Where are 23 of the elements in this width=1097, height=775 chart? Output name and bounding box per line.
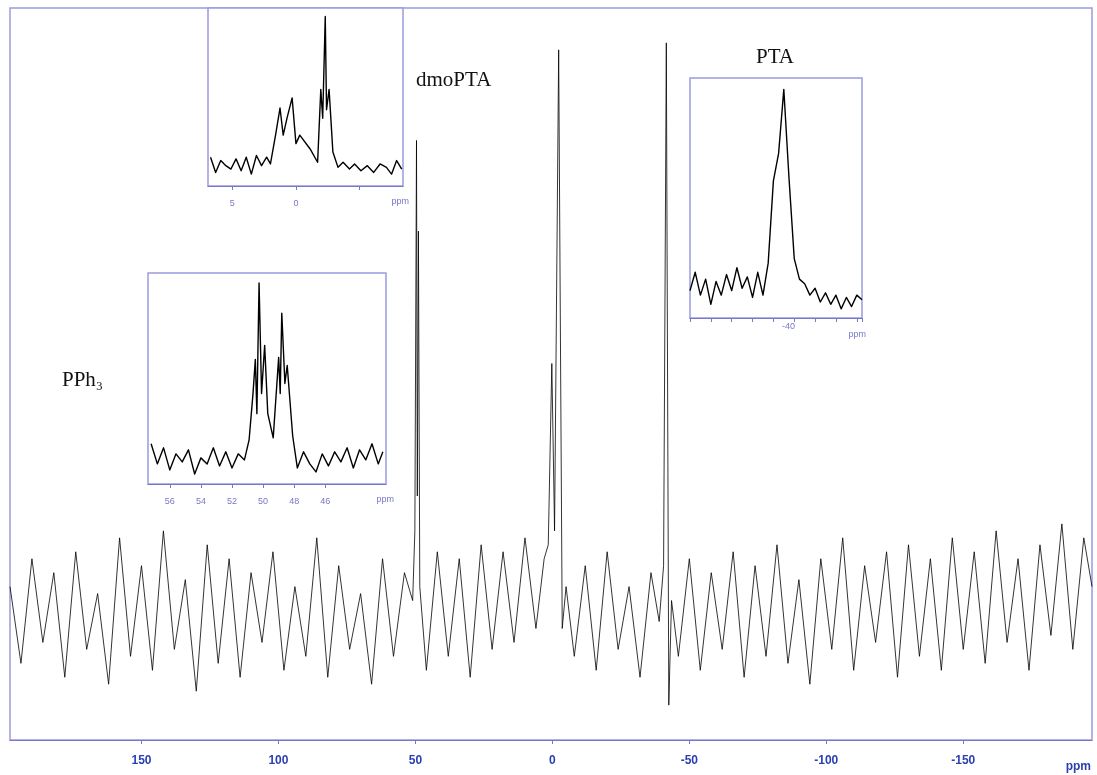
x-tick-label: -50: [680, 753, 699, 767]
x-tick-label: 0: [549, 753, 557, 767]
x-tick-label: 50: [408, 753, 423, 767]
x-tick-label: 0: [293, 197, 299, 208]
x-tick-label: 150: [131, 753, 152, 767]
x-tick-label: 5: [229, 197, 235, 208]
x-tick-label: -150: [951, 753, 976, 767]
x-axis-title: ppm: [376, 493, 395, 504]
annotation: -40: [782, 320, 796, 331]
x-tick-label: 46: [320, 495, 331, 506]
x-tick-label: 50: [258, 495, 269, 506]
x-axis-title: ppm: [848, 328, 867, 339]
x-axis-title: ppm: [391, 195, 410, 206]
annotation: PPh₃: [62, 366, 104, 391]
x-tick-label: 54: [195, 495, 206, 506]
x-axis-title: ppm: [1065, 759, 1092, 773]
x-tick-label: 48: [289, 495, 300, 506]
x-tick-label: -100: [814, 753, 839, 767]
x-tick-label: 56: [164, 495, 175, 506]
annotation: dmoPTA: [416, 66, 493, 91]
x-tick-label: 100: [268, 753, 289, 767]
x-tick-label: 52: [226, 495, 238, 506]
annotation: PTA: [756, 43, 795, 68]
